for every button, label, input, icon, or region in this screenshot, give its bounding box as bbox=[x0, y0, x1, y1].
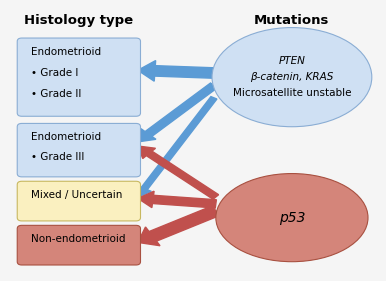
Text: • Grade I: • Grade I bbox=[31, 68, 79, 78]
FancyBboxPatch shape bbox=[17, 225, 141, 265]
FancyArrow shape bbox=[138, 83, 217, 142]
Text: • Grade III: • Grade III bbox=[31, 151, 85, 162]
FancyBboxPatch shape bbox=[17, 123, 141, 177]
Ellipse shape bbox=[216, 174, 368, 262]
Text: • Grade II: • Grade II bbox=[31, 89, 82, 99]
Text: Histology type: Histology type bbox=[24, 14, 134, 27]
Text: p53: p53 bbox=[279, 211, 305, 225]
Text: Mutations: Mutations bbox=[254, 14, 330, 27]
Text: PTEN: PTEN bbox=[278, 56, 305, 66]
FancyArrow shape bbox=[138, 191, 217, 208]
Text: Mixed / Uncertain: Mixed / Uncertain bbox=[31, 190, 123, 200]
FancyArrow shape bbox=[138, 61, 214, 81]
Text: Endometrioid: Endometrioid bbox=[31, 132, 102, 142]
FancyArrow shape bbox=[138, 146, 218, 199]
Text: β-catenin, KRAS: β-catenin, KRAS bbox=[250, 72, 334, 82]
FancyBboxPatch shape bbox=[17, 181, 141, 221]
Text: Endometrioid: Endometrioid bbox=[31, 47, 102, 57]
FancyArrow shape bbox=[137, 97, 217, 197]
FancyArrow shape bbox=[138, 206, 220, 246]
Text: Non-endometrioid: Non-endometrioid bbox=[31, 234, 126, 244]
Ellipse shape bbox=[212, 28, 372, 127]
Text: Microsatellite unstable: Microsatellite unstable bbox=[233, 88, 351, 98]
FancyBboxPatch shape bbox=[17, 38, 141, 116]
